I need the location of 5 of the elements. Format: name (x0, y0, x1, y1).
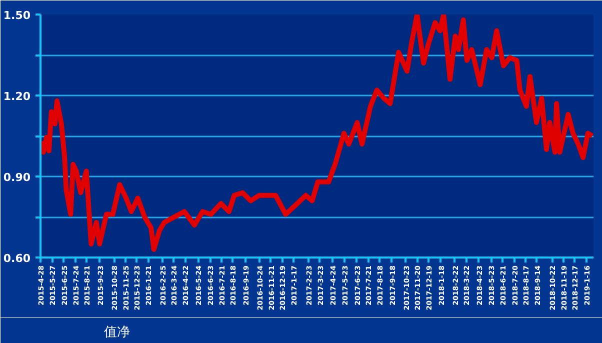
y-tick-label: 1.20 (3, 90, 31, 103)
y-tick-label: 1.50 (3, 9, 31, 22)
y-tick-label: 0.60 (3, 252, 31, 265)
y-tick-label: 0.90 (3, 171, 31, 184)
text: 值净 (104, 324, 130, 341)
